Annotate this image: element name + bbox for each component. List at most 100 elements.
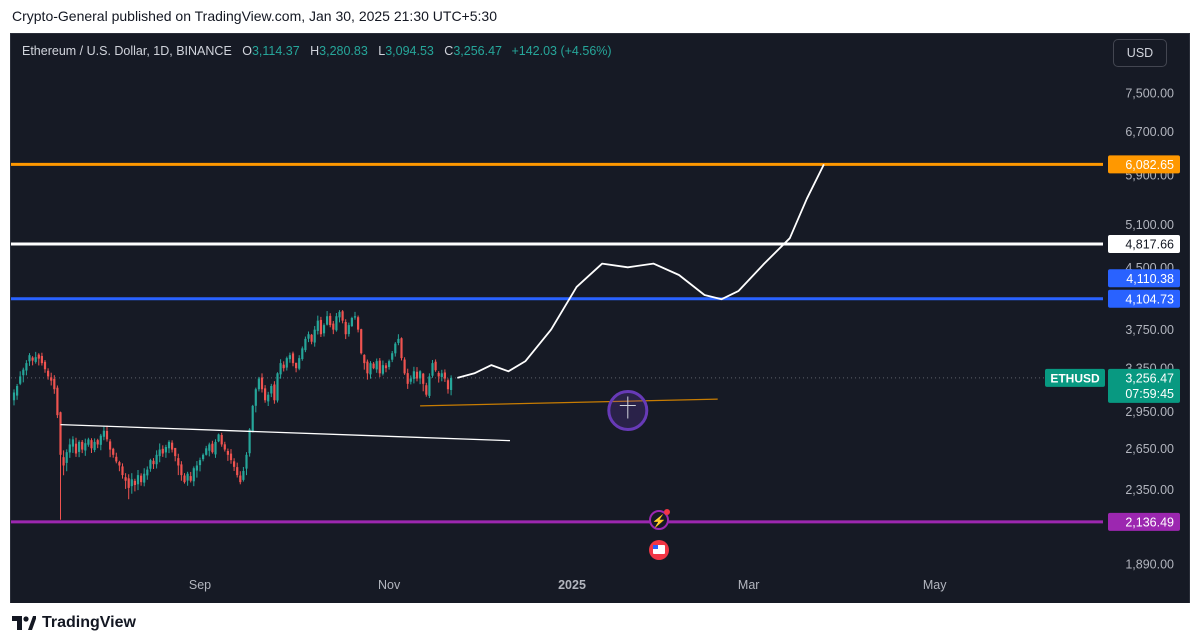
candle-body [440, 373, 443, 377]
candle-body [28, 355, 31, 362]
candle-body [177, 458, 180, 466]
candle-body [229, 453, 233, 461]
candle-body [412, 371, 415, 379]
candle-body [329, 315, 332, 326]
close-label: C [444, 44, 454, 58]
candle-body [68, 444, 71, 453]
candle-body [71, 439, 74, 447]
tradingview-brand: TradingView [42, 614, 136, 631]
candle-body [118, 462, 121, 466]
tradingview-logo[interactable]: TradingView [12, 614, 136, 632]
change-value: +142.03 (+4.56%) [511, 44, 612, 58]
candle-body [43, 361, 47, 370]
level-price-tag: 2,136.49 [1125, 515, 1174, 529]
tradingview-logo-icon [12, 616, 36, 630]
candle-body [124, 477, 127, 481]
candle-body [422, 373, 425, 384]
candle-body [130, 479, 133, 487]
candle-body [37, 354, 40, 359]
candle-body [223, 444, 226, 450]
candle-body [434, 361, 437, 371]
candle-body [276, 373, 279, 401]
candle-body [391, 353, 394, 360]
candle-body [372, 363, 375, 369]
candle-body [217, 434, 220, 442]
level-price-tag-bg [1108, 512, 1180, 531]
candle-body [282, 364, 285, 369]
candle-body [105, 430, 109, 440]
level-price-tag-bg [1108, 289, 1180, 308]
chart-frame[interactable] [10, 33, 1190, 603]
publish-info: Crypto-General published on TradingView.… [12, 8, 497, 24]
candle-body [384, 365, 388, 369]
candle-body [158, 449, 161, 457]
candle-body [369, 363, 372, 375]
trendline [420, 398, 718, 407]
candle-body [388, 361, 391, 367]
candle-body [149, 460, 152, 469]
candle-body [326, 316, 329, 325]
candle-body [133, 480, 136, 486]
trendline [60, 423, 511, 442]
candle-body [332, 323, 335, 330]
candle-body [53, 378, 56, 390]
candle-body [62, 457, 65, 466]
time-axis-label: Sep [189, 578, 211, 592]
candle-body [344, 321, 347, 335]
candle-body [248, 429, 251, 454]
candle-body [198, 460, 202, 466]
candle-body [208, 444, 211, 451]
price-axis-area [1103, 34, 1189, 603]
event-alert-dot [664, 509, 670, 515]
low-label: L [378, 44, 386, 58]
candle-body [279, 363, 282, 375]
candle-body [47, 370, 50, 377]
price-tick-label: 6,700.00 [1125, 125, 1174, 139]
open-value: 3,114.37 [251, 44, 300, 58]
candle-body [226, 451, 229, 455]
level-price-tag: 4,817.66 [1125, 238, 1174, 252]
candle-body [254, 389, 257, 406]
candle-body [360, 329, 363, 354]
candle-body [183, 475, 186, 483]
candle-body [242, 470, 245, 480]
candle-body [381, 365, 384, 374]
candle-body [341, 311, 344, 321]
extra-price-tag-bg [1108, 269, 1180, 288]
candle-body [136, 475, 140, 485]
level-price-tag: 4,104.73 [1125, 292, 1174, 306]
candle-body [127, 478, 130, 488]
candle-body [31, 357, 34, 361]
candle-body [446, 380, 450, 390]
candle-body [12, 392, 16, 401]
price-tick-label: 1,890.00 [1125, 557, 1174, 571]
candle-body [16, 385, 19, 396]
candle-body [285, 358, 288, 368]
candle-body [273, 384, 276, 401]
candle-body [295, 362, 298, 369]
candle-body [96, 440, 99, 445]
candle-body [78, 441, 81, 452]
candle-body [347, 325, 350, 335]
candle-body [164, 447, 167, 453]
currency-button[interactable]: USD [1113, 39, 1167, 67]
high-value: 3,280.83 [319, 44, 368, 58]
candle-body [335, 316, 338, 331]
candle-body [437, 372, 440, 377]
last-price-tag-bg [1108, 368, 1180, 403]
candle-body [121, 466, 124, 476]
symbol-tag: ETHUSD [1050, 371, 1100, 385]
candle-body [304, 338, 307, 351]
candle-body [34, 357, 37, 362]
candle-body [152, 460, 155, 465]
candle-body [353, 316, 357, 318]
candle-body [155, 454, 158, 465]
projection-path [457, 163, 825, 379]
news-event-icon [649, 510, 669, 530]
candle-body [431, 363, 434, 376]
time-axis-label: May [923, 578, 947, 592]
symbol-legend: Ethereum / U.S. Dollar, 1D, BINANCE O3,1… [22, 44, 612, 58]
high-label: H [310, 44, 320, 58]
symbol-title[interactable]: Ethereum / U.S. Dollar, 1D, BINANCE [22, 44, 232, 58]
